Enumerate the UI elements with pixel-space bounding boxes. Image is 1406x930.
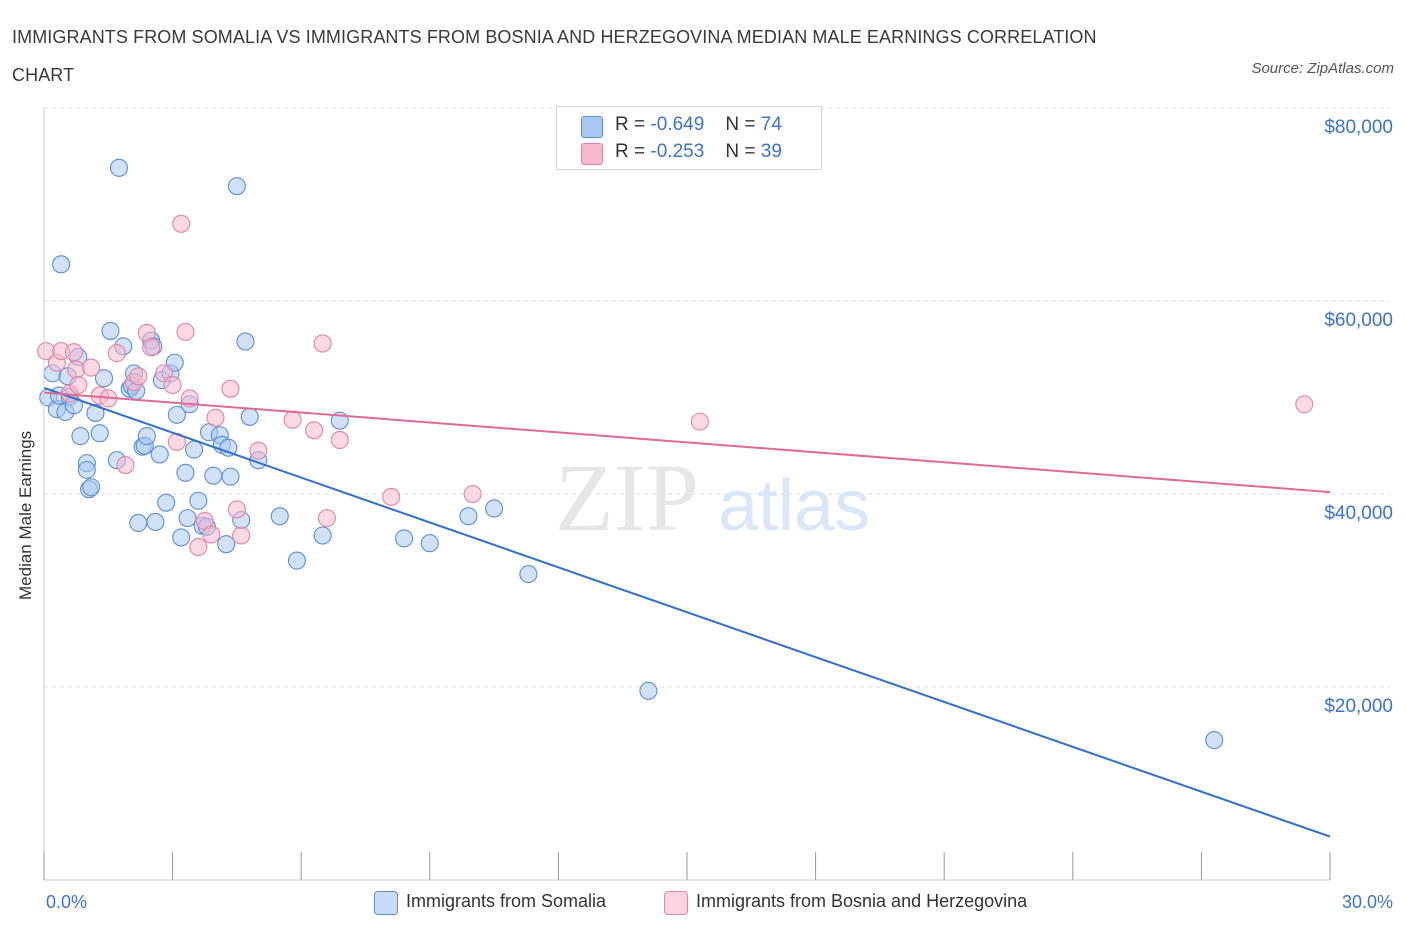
point-somalia[interactable]: [176, 463, 195, 482]
point-somalia[interactable]: [313, 526, 332, 545]
trend-line-bosnia: [43, 391, 1331, 494]
y-axis-title: Median Male Earnings: [16, 430, 35, 600]
point-somalia[interactable]: [184, 440, 204, 459]
legend-swatch-bosnia: [664, 891, 688, 915]
r-label: R =: [615, 141, 646, 162]
point-somalia[interactable]: [90, 424, 109, 443]
point-somalia[interactable]: [227, 177, 246, 196]
point-somalia[interactable]: [129, 513, 148, 533]
point-bosnia[interactable]: [206, 408, 225, 427]
correlation-legend: R = -0.649 N = 74 R = -0.253 N = 39: [556, 106, 822, 170]
source-credit: Source: ZipAtlas.com: [1251, 60, 1394, 77]
r-label: R =: [615, 114, 646, 135]
point-somalia[interactable]: [137, 427, 156, 446]
point-somalia[interactable]: [240, 407, 259, 426]
point-somalia[interactable]: [1205, 731, 1224, 750]
point-bosnia[interactable]: [172, 214, 191, 233]
point-bosnia[interactable]: [163, 375, 182, 395]
point-bosnia[interactable]: [249, 441, 268, 460]
watermark-zip: ZIP: [555, 444, 699, 551]
data-points: [37, 158, 1314, 750]
gridlines: [44, 107, 1390, 688]
point-somalia[interactable]: [420, 534, 439, 553]
point-bosnia[interactable]: [227, 500, 246, 519]
point-somalia[interactable]: [639, 681, 658, 700]
point-bosnia[interactable]: [142, 338, 161, 357]
point-somalia[interactable]: [86, 403, 105, 422]
legend-label-bosnia: Immigrants from Bosnia and Herzegovina: [696, 891, 1028, 911]
point-bosnia[interactable]: [463, 484, 482, 504]
point-bosnia[interactable]: [283, 410, 302, 429]
point-somalia[interactable]: [459, 507, 478, 526]
point-somalia[interactable]: [172, 528, 191, 547]
r-value-bosnia: -0.253: [650, 141, 705, 162]
point-somalia[interactable]: [395, 529, 414, 548]
point-bosnia[interactable]: [1295, 395, 1314, 414]
point-bosnia[interactable]: [64, 343, 84, 362]
legend-swatch-somalia: [374, 891, 398, 915]
point-somalia[interactable]: [485, 499, 504, 518]
point-bosnia[interactable]: [116, 455, 135, 475]
point-bosnia[interactable]: [382, 487, 401, 506]
y-tick-label: $80,000: [1324, 117, 1393, 138]
y-tick-label: $40,000: [1324, 503, 1393, 524]
axes: $20,000 $40,000 $60,000 $80,000 0.0% 30.0%: [43, 108, 1393, 912]
watermark-atlas: atlas: [718, 466, 870, 546]
point-bosnia[interactable]: [232, 526, 251, 545]
point-bosnia[interactable]: [690, 412, 709, 431]
n-label: N =: [725, 141, 756, 162]
point-bosnia[interactable]: [67, 360, 86, 379]
point-bosnia[interactable]: [317, 509, 336, 528]
y-tick-label: $60,000: [1324, 310, 1393, 331]
point-bosnia[interactable]: [82, 358, 101, 377]
point-bosnia[interactable]: [330, 430, 349, 450]
chart-title: IMMIGRANTS FROM SOMALIA VS IMMIGRANTS FR…: [12, 27, 1097, 85]
point-bosnia[interactable]: [202, 525, 221, 544]
point-somalia[interactable]: [71, 427, 90, 446]
n-value-somalia: 74: [760, 114, 782, 135]
point-somalia[interactable]: [146, 512, 165, 532]
point-bosnia[interactable]: [107, 344, 126, 363]
point-somalia[interactable]: [101, 321, 120, 340]
point-bosnia[interactable]: [313, 334, 332, 353]
n-label: N =: [725, 114, 756, 135]
point-somalia[interactable]: [94, 369, 114, 388]
x-tick-label-min: 0.0%: [46, 892, 87, 912]
r-value-somalia: -0.649: [650, 114, 705, 135]
legend-label-somalia: Immigrants from Somalia: [406, 891, 607, 911]
point-somalia[interactable]: [165, 353, 184, 372]
point-bosnia[interactable]: [305, 421, 324, 440]
point-somalia[interactable]: [82, 478, 101, 497]
point-somalia[interactable]: [52, 255, 71, 274]
point-bosnia[interactable]: [189, 538, 208, 557]
point-somalia[interactable]: [287, 551, 306, 570]
point-bosnia[interactable]: [129, 367, 148, 386]
point-somalia[interactable]: [236, 332, 255, 351]
point-bosnia[interactable]: [221, 379, 240, 398]
point-somalia[interactable]: [178, 509, 197, 528]
point-somalia[interactable]: [270, 507, 289, 526]
trend-line-somalia: [43, 386, 1331, 838]
point-somalia[interactable]: [219, 438, 238, 457]
point-somalia[interactable]: [77, 460, 96, 479]
point-somalia[interactable]: [189, 491, 208, 510]
trend-lines: [43, 386, 1331, 838]
point-somalia[interactable]: [204, 466, 223, 485]
point-somalia[interactable]: [519, 565, 538, 584]
point-bosnia[interactable]: [176, 322, 195, 341]
n-value-bosnia: 39: [760, 141, 782, 162]
point-somalia[interactable]: [217, 535, 236, 554]
point-bosnia[interactable]: [69, 375, 88, 395]
y-tick-label: $20,000: [1324, 696, 1393, 717]
point-somalia[interactable]: [109, 158, 129, 177]
legend-swatch-blue: [581, 116, 603, 138]
point-somalia[interactable]: [167, 405, 186, 424]
x-tick-label-max: 30.0%: [1342, 892, 1393, 912]
series-legend: Immigrants from Somalia Immigrants from …: [0, 890, 1406, 916]
point-somalia[interactable]: [157, 493, 176, 512]
point-somalia[interactable]: [150, 445, 169, 464]
legend-swatch-pink: [581, 143, 603, 165]
point-somalia[interactable]: [221, 467, 240, 486]
